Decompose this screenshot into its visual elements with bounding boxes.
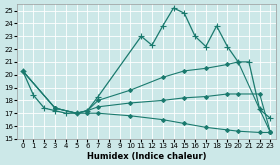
X-axis label: Humidex (Indice chaleur): Humidex (Indice chaleur)	[87, 152, 206, 161]
